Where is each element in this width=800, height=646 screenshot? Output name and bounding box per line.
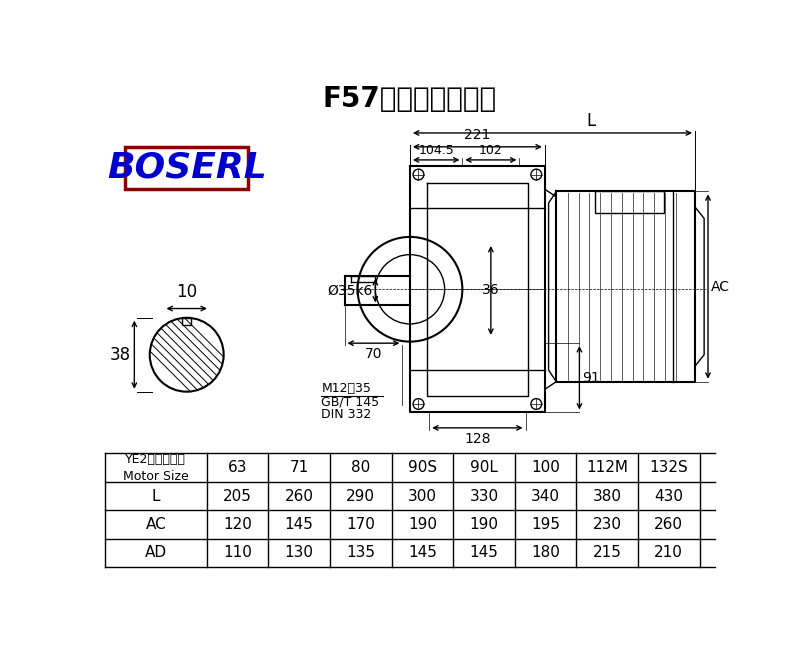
- Text: F57减速机尺寸图纸: F57减速机尺寸图纸: [323, 85, 497, 113]
- Text: 90L: 90L: [470, 460, 498, 475]
- Text: 63: 63: [228, 460, 247, 475]
- Text: 128: 128: [464, 432, 490, 446]
- Text: 100: 100: [531, 460, 560, 475]
- Text: 120: 120: [223, 517, 252, 532]
- Text: M12深35: M12深35: [322, 382, 371, 395]
- Text: L: L: [586, 112, 595, 130]
- Text: 110: 110: [223, 545, 252, 561]
- Text: DIN 332: DIN 332: [322, 408, 372, 421]
- Text: 195: 195: [531, 517, 560, 532]
- Text: 300: 300: [408, 488, 437, 503]
- Text: 145: 145: [470, 545, 498, 561]
- Text: 230: 230: [593, 517, 622, 532]
- Text: 190: 190: [470, 517, 498, 532]
- Text: 205: 205: [223, 488, 252, 503]
- Text: 10: 10: [176, 283, 198, 301]
- Text: 180: 180: [531, 545, 560, 561]
- Text: 260: 260: [654, 517, 683, 532]
- Text: 190: 190: [408, 517, 437, 532]
- Text: 132S: 132S: [650, 460, 688, 475]
- Bar: [182, 318, 191, 325]
- Text: 135: 135: [346, 545, 375, 561]
- Text: 38: 38: [110, 346, 131, 364]
- Text: 80: 80: [351, 460, 370, 475]
- Text: 70: 70: [365, 347, 382, 361]
- Text: 90S: 90S: [408, 460, 437, 475]
- Text: 112M: 112M: [586, 460, 628, 475]
- Text: 170: 170: [346, 517, 375, 532]
- Text: 221: 221: [464, 128, 490, 142]
- Text: YE2电机机座号
Motor Size: YE2电机机座号 Motor Size: [123, 453, 189, 483]
- Text: 36: 36: [482, 284, 500, 297]
- Text: 330: 330: [470, 488, 498, 503]
- Text: Ø35k6: Ø35k6: [327, 284, 372, 298]
- Text: AC: AC: [711, 280, 730, 293]
- Text: 260: 260: [285, 488, 314, 503]
- Text: BOSERL: BOSERL: [107, 151, 266, 185]
- Text: 71: 71: [290, 460, 309, 475]
- Text: 145: 145: [408, 545, 437, 561]
- Bar: [125, 147, 248, 189]
- Text: 91: 91: [582, 371, 600, 385]
- Text: 104.5: 104.5: [418, 144, 454, 157]
- Text: 145: 145: [285, 517, 314, 532]
- Text: 340: 340: [531, 488, 560, 503]
- Text: AC: AC: [146, 517, 166, 532]
- Text: 430: 430: [654, 488, 683, 503]
- Text: 215: 215: [593, 545, 622, 561]
- Text: L: L: [152, 488, 160, 503]
- Text: GB/T 145: GB/T 145: [322, 395, 379, 409]
- Text: 290: 290: [346, 488, 375, 503]
- Bar: [594, 191, 664, 213]
- Text: AD: AD: [145, 545, 167, 561]
- Text: 102: 102: [479, 144, 502, 157]
- Text: 210: 210: [654, 545, 683, 561]
- Text: 380: 380: [593, 488, 622, 503]
- Text: 130: 130: [285, 545, 314, 561]
